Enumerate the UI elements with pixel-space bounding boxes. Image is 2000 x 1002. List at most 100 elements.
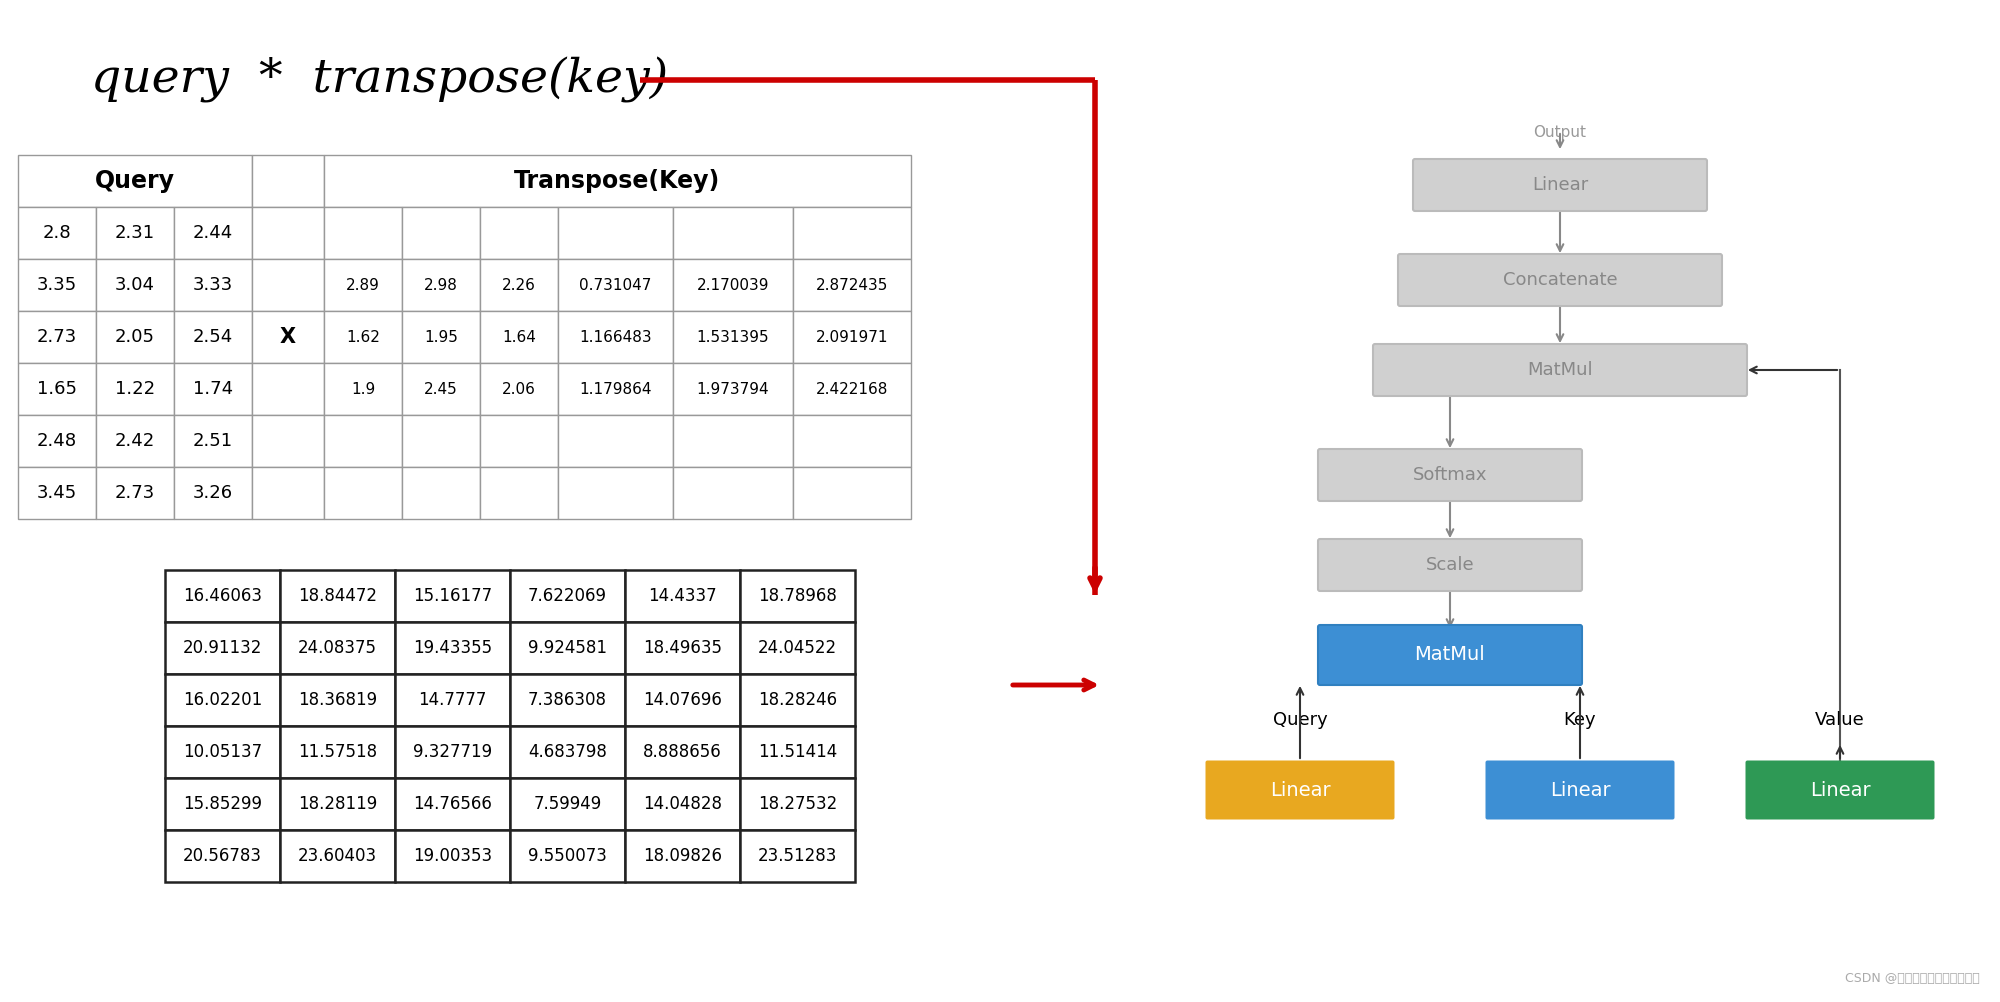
Bar	[280, 674, 396, 726]
Bar	[624, 622, 740, 674]
Bar	[480, 207, 558, 259]
Text: 14.07696: 14.07696	[644, 691, 722, 709]
Text: 3.33: 3.33	[192, 276, 234, 294]
Text: MatMul: MatMul	[1528, 361, 1592, 379]
Text: 2.48: 2.48	[36, 432, 78, 450]
Bar	[174, 363, 252, 415]
Bar	[624, 830, 740, 882]
Text: Linear: Linear	[1550, 781, 1610, 800]
Bar	[324, 155, 912, 207]
FancyBboxPatch shape	[1206, 761, 1394, 820]
Bar	[672, 467, 792, 519]
Text: 1.22: 1.22	[114, 380, 156, 398]
Bar	[740, 622, 856, 674]
Text: Linear: Linear	[1532, 176, 1588, 194]
Text: 2.51: 2.51	[192, 432, 234, 450]
Text: 14.7777: 14.7777	[418, 691, 486, 709]
Text: 23.60403: 23.60403	[298, 847, 378, 865]
Text: Output: Output	[1534, 124, 1586, 139]
Text: 18.78968: 18.78968	[758, 587, 836, 605]
Bar	[402, 363, 480, 415]
Bar	[480, 259, 558, 311]
Text: 3.26: 3.26	[192, 484, 234, 502]
Bar	[164, 830, 280, 882]
Text: 1.64: 1.64	[502, 330, 536, 345]
Text: 1.74: 1.74	[192, 380, 234, 398]
Bar	[480, 415, 558, 467]
Bar	[396, 830, 510, 882]
Text: 18.49635: 18.49635	[644, 639, 722, 657]
Bar	[18, 155, 252, 207]
Bar	[792, 415, 912, 467]
Text: Query: Query	[96, 169, 176, 193]
Bar	[510, 622, 624, 674]
Bar	[624, 726, 740, 778]
Bar	[96, 415, 174, 467]
Text: 10.05137: 10.05137	[182, 743, 262, 761]
Bar	[558, 259, 672, 311]
Text: 2.422168: 2.422168	[816, 382, 888, 397]
Text: 18.28246: 18.28246	[758, 691, 838, 709]
Bar	[396, 622, 510, 674]
Bar	[18, 363, 96, 415]
FancyBboxPatch shape	[1318, 449, 1582, 501]
Bar	[510, 830, 624, 882]
Text: Key: Key	[1564, 711, 1596, 729]
Bar	[252, 415, 324, 467]
FancyBboxPatch shape	[1318, 539, 1582, 591]
Bar	[18, 207, 96, 259]
Bar	[164, 622, 280, 674]
Bar	[174, 415, 252, 467]
Text: 16.46063: 16.46063	[184, 587, 262, 605]
Text: 2.06: 2.06	[502, 382, 536, 397]
Text: 1.62: 1.62	[346, 330, 380, 345]
Text: 2.44: 2.44	[192, 224, 234, 242]
Text: 1.65: 1.65	[36, 380, 76, 398]
Bar	[558, 363, 672, 415]
Text: 1.95: 1.95	[424, 330, 458, 345]
Bar	[280, 570, 396, 622]
Bar	[792, 467, 912, 519]
Text: 24.08375: 24.08375	[298, 639, 376, 657]
Text: 2.091971: 2.091971	[816, 330, 888, 345]
Bar	[252, 311, 324, 363]
Bar	[280, 830, 396, 882]
Text: 19.43355: 19.43355	[412, 639, 492, 657]
Text: 1.179864: 1.179864	[580, 382, 652, 397]
Bar	[18, 311, 96, 363]
Bar	[174, 311, 252, 363]
Bar	[672, 311, 792, 363]
Text: 2.8: 2.8	[42, 224, 72, 242]
Text: 14.04828: 14.04828	[644, 795, 722, 813]
Bar	[252, 155, 324, 207]
Text: Softmax: Softmax	[1412, 466, 1488, 484]
Text: 2.42: 2.42	[114, 432, 156, 450]
Text: 2.45: 2.45	[424, 382, 458, 397]
Bar	[280, 622, 396, 674]
Bar	[672, 207, 792, 259]
Text: 1.973794: 1.973794	[696, 382, 770, 397]
Bar	[280, 778, 396, 830]
Bar	[252, 259, 324, 311]
Text: 0.731047: 0.731047	[580, 278, 652, 293]
Text: 2.73: 2.73	[114, 484, 156, 502]
Bar	[672, 415, 792, 467]
Text: 1.166483: 1.166483	[580, 330, 652, 345]
Text: 9.550073: 9.550073	[528, 847, 606, 865]
Text: 2.872435: 2.872435	[816, 278, 888, 293]
Bar	[792, 311, 912, 363]
Bar	[792, 363, 912, 415]
Text: 14.4337: 14.4337	[648, 587, 716, 605]
Bar	[402, 311, 480, 363]
Bar	[558, 467, 672, 519]
Text: 15.16177: 15.16177	[412, 587, 492, 605]
Bar	[96, 311, 174, 363]
Text: 2.54: 2.54	[192, 328, 234, 346]
Bar	[18, 259, 96, 311]
Text: 2.170039: 2.170039	[696, 278, 770, 293]
Bar	[280, 726, 396, 778]
Bar	[558, 207, 672, 259]
Bar	[164, 726, 280, 778]
Bar	[510, 726, 624, 778]
Bar	[164, 778, 280, 830]
